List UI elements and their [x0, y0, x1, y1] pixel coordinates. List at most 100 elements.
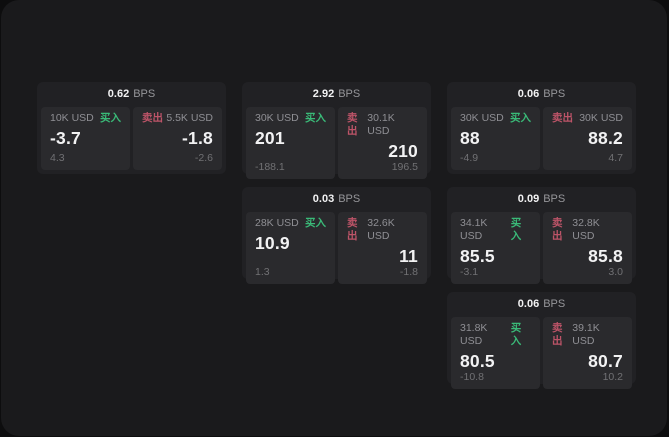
buy-side-label: 买入 — [305, 217, 326, 229]
sell-panel[interactable]: 卖出 5.5K USD -1.8 -2.6 — [133, 107, 222, 170]
sell-delta: -1.8 — [399, 266, 418, 278]
buy-panel[interactable]: 31.8K USD 买入 80.5 -10.8 — [451, 317, 540, 389]
sell-delta: 196.5 — [391, 161, 418, 173]
buy-side-label: 买入 — [305, 112, 326, 124]
sell-panel[interactable]: 卖出 30K USD 88.2 4.7 — [543, 107, 632, 170]
sell-side-label: 卖出 — [552, 112, 573, 124]
card-header: 0.03 BPS — [246, 187, 427, 212]
sell-price: 11 — [399, 246, 418, 266]
sell-panel-top: 卖出 30K USD — [552, 112, 623, 125]
buy-price: 80.5 — [460, 351, 495, 371]
buy-side-label: 买入 — [510, 112, 531, 124]
sell-side-label: 卖出 — [347, 217, 358, 242]
sell-delta: -2.6 — [194, 152, 213, 164]
buy-delta: 1.3 — [255, 266, 270, 278]
buy-panel-top: 34.1K USD 买入 — [460, 217, 531, 243]
buy-amount: 30K USD — [255, 112, 299, 124]
card-header: 0.62 BPS — [41, 82, 222, 107]
sell-panel[interactable]: 卖出 32.8K USD 85.8 3.0 — [543, 212, 632, 284]
buy-panel-top: 10K USD 买入 — [50, 112, 121, 125]
sell-amount: 5.5K USD — [166, 112, 213, 124]
sell-amount: 32.6K USD — [367, 217, 395, 242]
card-body: 34.1K USD 买入 85.5 -3.1 卖出 32.8K USD 85.8… — [451, 212, 632, 284]
card-body: 10K USD 买入 -3.7 4.3 卖出 5.5K USD -1.8 -2.… — [41, 107, 222, 170]
buy-panel[interactable]: 30K USD 买入 88 -4.9 — [451, 107, 540, 170]
bps-value: 0.09 — [517, 193, 540, 205]
card-body: 31.8K USD 买入 80.5 -10.8 卖出 39.1K USD 80.… — [451, 317, 632, 389]
buy-price: 201 — [255, 128, 285, 148]
bps-value: 0.06 — [517, 298, 540, 310]
buy-side-label: 买入 — [510, 322, 522, 347]
buy-amount: 31.8K USD — [460, 322, 488, 347]
bps-value: 0.06 — [517, 88, 540, 100]
bps-value: 0.62 — [107, 88, 130, 100]
buy-panel-top: 28K USD 买入 — [255, 217, 326, 230]
bps-label: BPS — [338, 193, 361, 205]
sell-price: 85.8 — [588, 246, 623, 266]
sell-delta: 3.0 — [608, 266, 623, 278]
sell-amount: 32.8K USD — [572, 217, 600, 242]
sell-side-label: 卖出 — [552, 322, 563, 347]
sell-panel[interactable]: 卖出 32.6K USD 11 -1.8 — [338, 212, 427, 284]
sell-panel-top: 卖出 30.1K USD — [347, 112, 418, 138]
bps-label: BPS — [543, 88, 566, 100]
card-header: 0.06 BPS — [451, 82, 632, 107]
quote-card: 0.62 BPS 10K USD 买入 -3.7 4.3 卖出 5.5K USD… — [37, 82, 226, 174]
sell-panel-top: 卖出 32.6K USD — [347, 217, 418, 243]
buy-panel[interactable]: 28K USD 买入 10.9 1.3 — [246, 212, 335, 284]
card-body: 30K USD 买入 88 -4.9 卖出 30K USD 88.2 4.7 — [451, 107, 632, 170]
buy-amount: 10K USD — [50, 112, 94, 124]
sell-amount: 30K USD — [579, 112, 623, 124]
bps-label: BPS — [133, 88, 156, 100]
card-header: 0.09 BPS — [451, 187, 632, 212]
quote-card: 0.06 BPS 31.8K USD 买入 80.5 -10.8 卖出 39.1… — [447, 292, 636, 389]
buy-amount: 30K USD — [460, 112, 504, 124]
sell-amount: 30.1K USD — [367, 112, 395, 137]
sell-amount: 39.1K USD — [572, 322, 600, 347]
quote-card: 0.06 BPS 30K USD 买入 88 -4.9 卖出 30K USD 8… — [447, 82, 636, 174]
sell-price: 88.2 — [588, 128, 623, 148]
buy-price: 85.5 — [460, 246, 495, 266]
buy-amount: 28K USD — [255, 217, 299, 229]
buy-side-label: 买入 — [100, 112, 121, 124]
bps-value: 0.03 — [312, 193, 335, 205]
sell-panel[interactable]: 卖出 39.1K USD 80.7 10.2 — [543, 317, 632, 389]
sell-price: -1.8 — [182, 128, 213, 148]
sell-side-label: 卖出 — [552, 217, 563, 242]
buy-delta: -10.8 — [460, 371, 484, 383]
cards-grid: 0.62 BPS 10K USD 买入 -3.7 4.3 卖出 5.5K USD… — [37, 82, 636, 389]
buy-delta: -4.9 — [460, 152, 479, 164]
buy-panel[interactable]: 30K USD 买入 201 -188.1 — [246, 107, 335, 179]
card-header: 0.06 BPS — [451, 292, 632, 317]
card-header: 2.92 BPS — [246, 82, 427, 107]
buy-delta: -188.1 — [255, 161, 285, 173]
buy-price: -3.7 — [50, 128, 81, 148]
sell-delta: 4.7 — [608, 152, 623, 164]
buy-panel[interactable]: 34.1K USD 买入 85.5 -3.1 — [451, 212, 540, 284]
card-body: 28K USD 买入 10.9 1.3 卖出 32.6K USD 11 -1.8 — [246, 212, 427, 284]
buy-panel[interactable]: 10K USD 买入 -3.7 4.3 — [41, 107, 130, 170]
sell-side-label: 卖出 — [142, 112, 163, 124]
buy-side-label: 买入 — [510, 217, 522, 242]
sell-panel-top: 卖出 39.1K USD — [552, 322, 623, 348]
buy-panel-top: 30K USD 买入 — [255, 112, 326, 125]
sell-panel-top: 卖出 5.5K USD — [142, 112, 213, 125]
bps-label: BPS — [543, 193, 566, 205]
buy-price: 10.9 — [255, 233, 290, 253]
sell-panel[interactable]: 卖出 30.1K USD 210 196.5 — [338, 107, 427, 179]
buy-amount: 34.1K USD — [460, 217, 488, 242]
sell-side-label: 卖出 — [347, 112, 358, 137]
buy-delta: 4.3 — [50, 152, 65, 164]
sell-delta: 10.2 — [602, 371, 623, 383]
bps-label: BPS — [338, 88, 361, 100]
bps-label: BPS — [543, 298, 566, 310]
quote-card: 0.03 BPS 28K USD 买入 10.9 1.3 卖出 32.6K US… — [242, 187, 431, 284]
buy-panel-top: 31.8K USD 买入 — [460, 322, 531, 348]
sell-price: 80.7 — [588, 351, 623, 371]
buy-panel-top: 30K USD 买入 — [460, 112, 531, 125]
card-body: 30K USD 买入 201 -188.1 卖出 30.1K USD 210 1… — [246, 107, 427, 179]
quote-card: 2.92 BPS 30K USD 买入 201 -188.1 卖出 30.1K … — [242, 82, 431, 179]
sell-price: 210 — [388, 141, 418, 161]
